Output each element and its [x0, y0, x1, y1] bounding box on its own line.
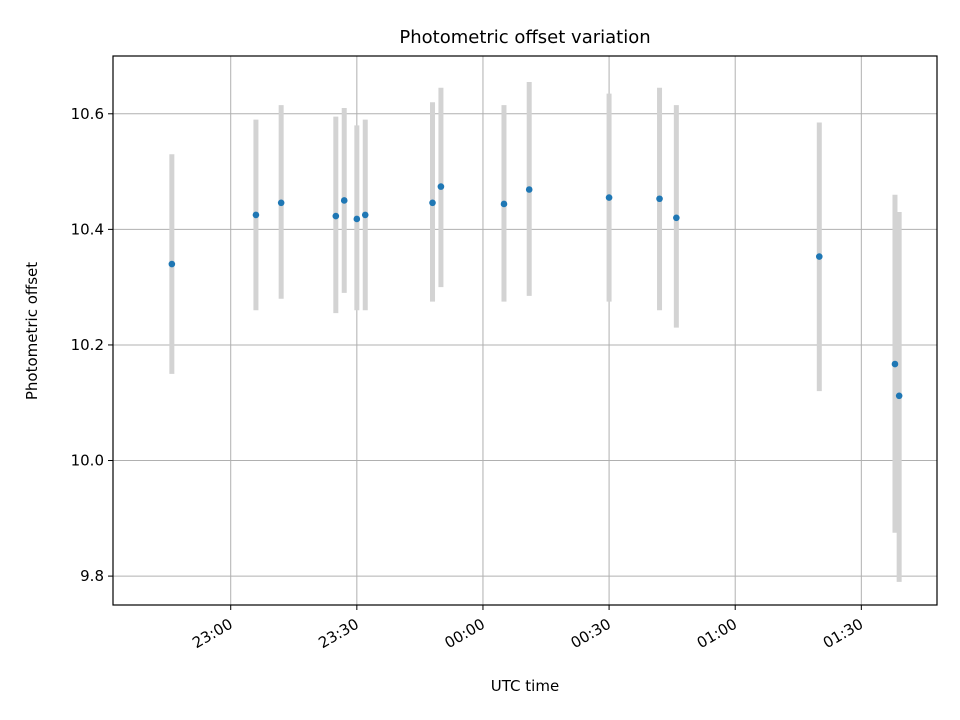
data-point	[353, 215, 361, 223]
y-tick-label: 9.8	[80, 567, 104, 585]
y-axis-label: Photometric offset	[23, 262, 41, 400]
x-axis-label: UTC time	[491, 677, 559, 695]
data-point	[895, 392, 903, 400]
data-point	[332, 212, 340, 220]
data-point	[252, 211, 260, 219]
data-points	[168, 183, 903, 400]
data-point	[605, 194, 613, 201]
data-point	[361, 211, 369, 219]
chart-title: Photometric offset variation	[399, 27, 650, 48]
data-point	[429, 199, 436, 207]
data-point	[500, 200, 508, 208]
plot-frame	[112, 55, 938, 606]
data-point	[891, 360, 899, 368]
y-tick-label: 10.0	[71, 452, 104, 470]
y-tick-label: 10.4	[71, 220, 104, 238]
data-point	[168, 260, 176, 268]
y-tick-label: 10.2	[71, 336, 104, 354]
data-point	[277, 199, 285, 207]
data-point	[437, 183, 445, 190]
data-point	[815, 253, 823, 260]
data-point	[525, 186, 533, 193]
y-tick-label: 10.6	[71, 105, 104, 123]
data-point	[656, 195, 663, 203]
data-point	[340, 197, 348, 204]
data-point	[673, 214, 680, 222]
